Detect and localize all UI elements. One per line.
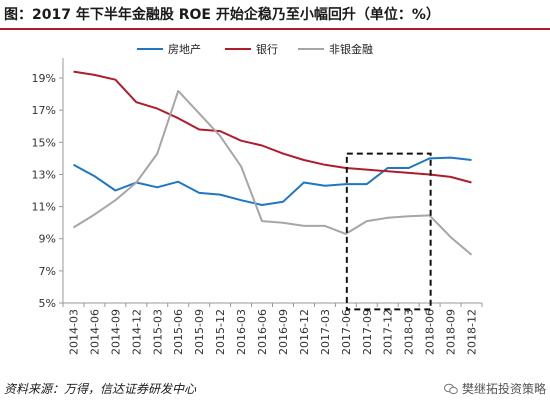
x-axis: 2014-03 2014-06 2014-09 2014-12 2015-03 2015-…	[62, 302, 483, 355]
x-tick-label: 2016-03	[235, 309, 248, 355]
y-tick-label: 9%	[39, 233, 56, 246]
x-tick-label: 2014-09	[109, 309, 122, 355]
y-tick-label: 5%	[39, 297, 56, 310]
x-tick-label: 2017-06	[340, 309, 353, 355]
series-line-非银金融	[72, 89, 473, 256]
highlight-box	[345, 152, 432, 311]
series-line-银行	[73, 70, 472, 184]
legend-label: 银行	[256, 42, 278, 56]
series-lines	[72, 70, 473, 256]
y-tick-label: 17%	[32, 104, 56, 117]
x-tick-label: 2017-03	[319, 309, 332, 355]
watermark-text: 樊继拓投资策略	[461, 382, 546, 396]
y-tick-label: 7%	[39, 265, 56, 278]
x-tick-label: 2017-12	[382, 309, 395, 355]
x-tick-label: 2016-12	[298, 309, 311, 355]
legend-label: 非银金融	[329, 42, 373, 56]
chart-title: 图：2017 年下半年金融股 ROE 开始企稳乃至小幅回升（单位：%）	[4, 7, 440, 23]
x-tick-label: 2018-12	[466, 309, 479, 355]
series-line-房地产	[73, 156, 472, 206]
watermark: 樊继拓投资策略	[443, 380, 546, 397]
x-tick-label: 2014-03	[67, 309, 80, 355]
legend-label: 房地产	[168, 42, 201, 56]
x-tick-label: 2016-09	[277, 309, 290, 355]
y-tick-label: 15%	[32, 136, 56, 149]
x-tick-label: 2017-09	[361, 309, 374, 355]
y-tick-label: 11%	[32, 201, 56, 214]
x-tick-label: 2015-06	[172, 309, 185, 355]
x-tick-label: 2014-06	[88, 309, 101, 355]
x-tick-label: 2018-09	[445, 309, 458, 355]
chart-legend: 房地产 银行 非银金融	[137, 42, 373, 56]
x-tick-label: 2016-06	[256, 309, 269, 355]
y-tick-label: 19%	[32, 72, 56, 85]
wechat-icon	[443, 383, 458, 394]
x-tick-label: 2018-06	[424, 309, 437, 355]
y-tick-label: 13%	[32, 168, 56, 181]
x-tick-label: 2018-03	[403, 309, 416, 355]
roe-line-chart: 房地产 银行 非银金融 5%7%9%11%13%15%17%19% 2014-03 2…	[32, 42, 483, 355]
highlight-rect	[345, 152, 432, 311]
x-tick-label: 2014-12	[130, 309, 143, 355]
x-tick-label: 2015-12	[214, 309, 227, 355]
x-tick-label: 2015-09	[193, 309, 206, 355]
y-axis: 5% 7% 9% 11% 13% 15% 17% 19%	[32, 58, 64, 310]
source-note: 资料来源：万得，信达证券研发中心	[4, 382, 197, 396]
x-tick-label: 2015-03	[151, 309, 164, 355]
title-underline	[0, 28, 550, 30]
